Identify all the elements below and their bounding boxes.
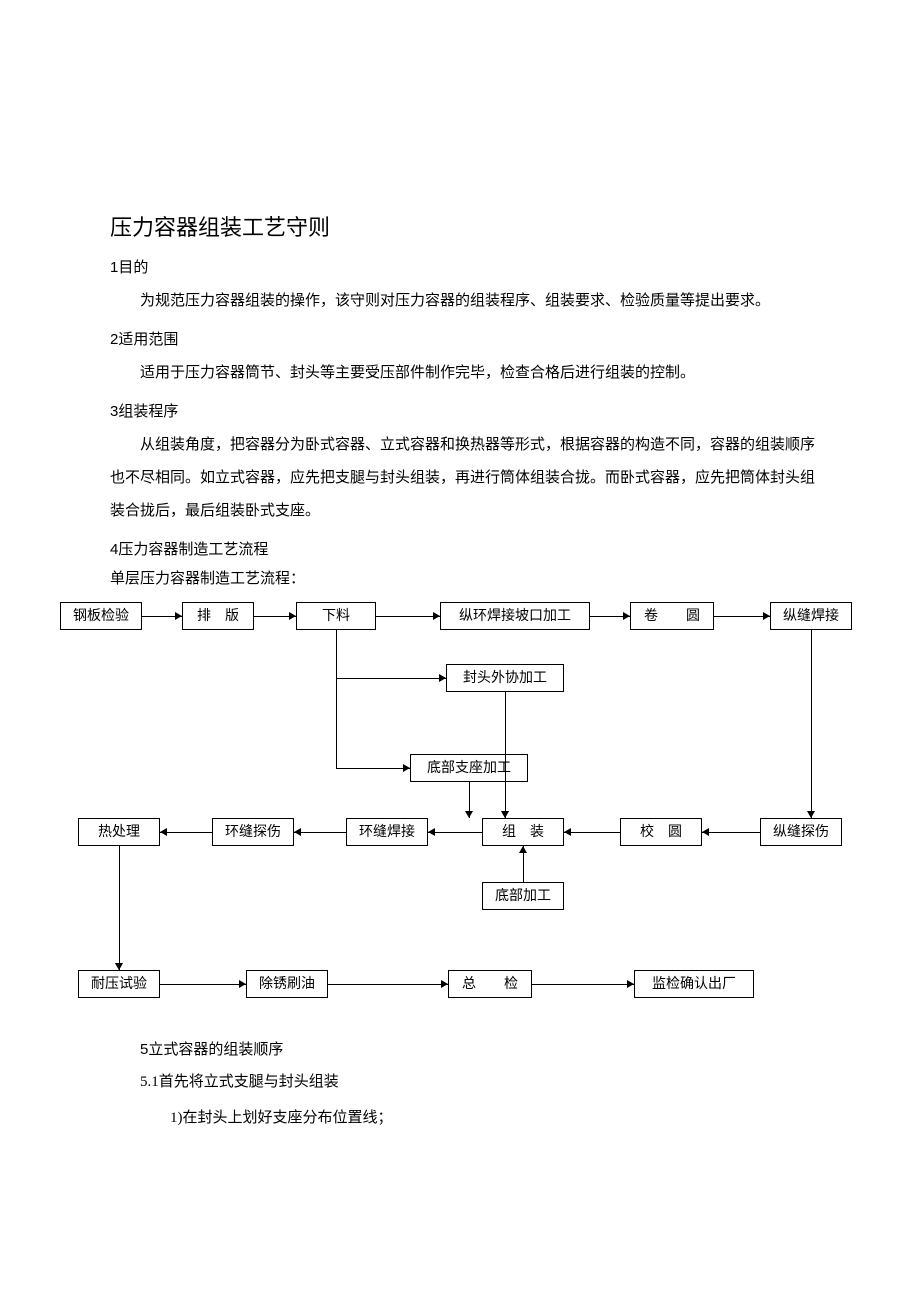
flow-node-n2: 排 版 bbox=[182, 602, 254, 630]
flow-node-n16: 耐压试验 bbox=[78, 970, 160, 998]
flow-node-n19: 监检确认出厂 bbox=[634, 970, 754, 998]
flow-node-n11: 环缝焊接 bbox=[346, 818, 428, 846]
section-2-body: 适用于压力容器筒节、封头等主要受压部件制作完毕，检查合格后进行组装的控制。 bbox=[110, 357, 820, 390]
flow-node-n7: 封头外协加工 bbox=[446, 664, 564, 692]
flow-node-n10: 环缝探伤 bbox=[212, 818, 294, 846]
flow-node-n14: 纵缝探伤 bbox=[760, 818, 842, 846]
section-3-head: 3组装程序 bbox=[110, 400, 820, 421]
section-3-body: 从组装角度，把容器分为卧式容器、立式容器和换热器等形式，根据容器的构造不同，容器… bbox=[110, 429, 820, 528]
section-1-body: 为规范压力容器组装的操作，该守则对压力容器的组装程序、组装要求、检验质量等提出要… bbox=[110, 285, 820, 318]
section-5-1-1: 1)在封头上划好支座分布位置线； bbox=[110, 1103, 820, 1135]
section-4-sub: 单层压力容器制造工艺流程： bbox=[110, 567, 820, 588]
document-title: 压力容器组装工艺守则 bbox=[110, 210, 820, 242]
flow-node-n1: 钢板检验 bbox=[60, 602, 142, 630]
section-2-head: 2适用范围 bbox=[110, 328, 820, 349]
flow-node-n3: 下料 bbox=[296, 602, 376, 630]
flow-node-n5: 卷 圆 bbox=[630, 602, 714, 630]
content-area: 压力容器组装工艺守则 1目的 为规范压力容器组装的操作，该守则对压力容器的组装程… bbox=[0, 0, 920, 1134]
section-1-head: 1目的 bbox=[110, 256, 820, 277]
section-5-1: 5.1首先将立式支腿与封头组装 bbox=[110, 1067, 820, 1099]
flow-node-n17: 除锈刷油 bbox=[246, 970, 328, 998]
section-5-head: 5立式容器的组装顺序 bbox=[110, 1038, 820, 1059]
section-4-head: 4压力容器制造工艺流程 bbox=[110, 538, 820, 559]
process-flowchart: 钢板检验 排 版 下料 纵环焊接坡口加工 卷 圆 纵缝焊接封头外协加工底部支座加工热处理 环… bbox=[50, 602, 890, 1032]
flow-node-n8: 底部支座加工 bbox=[410, 754, 528, 782]
flow-node-n9: 热处理 bbox=[78, 818, 160, 846]
flow-node-n15: 底部加工 bbox=[482, 882, 564, 910]
flow-node-n12: 组 装 bbox=[482, 818, 564, 846]
flow-node-n18: 总 检 bbox=[448, 970, 532, 998]
flow-node-n13: 校 圆 bbox=[620, 818, 702, 846]
flow-node-n6: 纵缝焊接 bbox=[770, 602, 852, 630]
page: 压力容器组装工艺守则 1目的 为规范压力容器组装的操作，该守则对压力容器的组装程… bbox=[0, 0, 920, 1303]
flow-node-n4: 纵环焊接坡口加工 bbox=[440, 602, 590, 630]
